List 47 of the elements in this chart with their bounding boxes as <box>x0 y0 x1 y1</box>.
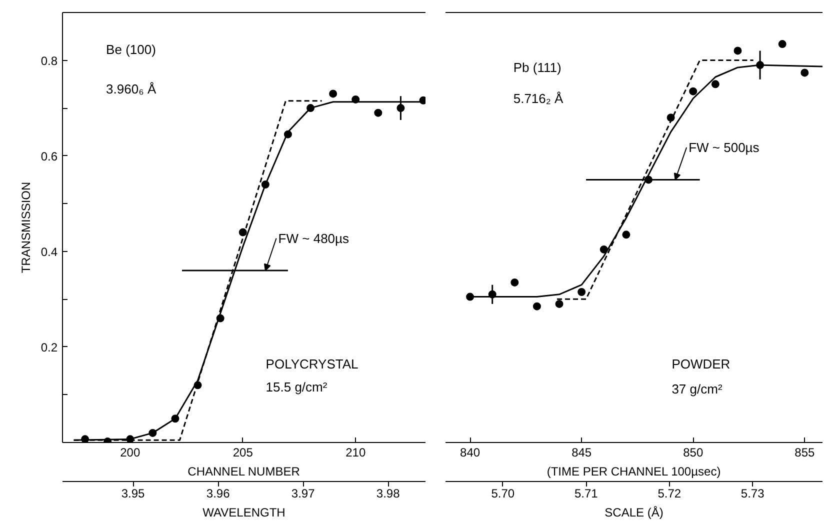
point <box>329 90 338 98</box>
point <box>689 87 698 96</box>
x-tick-label: 210 <box>346 446 366 460</box>
annotation: POLYCRYSTAL <box>266 356 358 372</box>
point <box>532 302 541 310</box>
annotation: FW ~ 480µs <box>278 230 350 246</box>
annotation: POWDER <box>672 356 730 372</box>
annotation: 15.5 g/cm² <box>266 380 328 395</box>
y-tick-label: 0.2 <box>40 340 58 354</box>
x2-axis-title: WAVELENGTH <box>202 506 286 520</box>
point <box>622 230 630 239</box>
x-axis-title: (TIME PER CHANNEL 100µsec) <box>546 464 721 478</box>
point <box>734 46 742 55</box>
x-tick-label: 855 <box>794 446 815 460</box>
x2-tick-label: 5.70 <box>491 486 515 500</box>
x-tick-label: 850 <box>683 446 704 460</box>
point <box>711 80 720 88</box>
x-axis-title: CHANNEL NUMBER <box>188 464 300 478</box>
annotation: 5.716₂ Å <box>513 91 564 106</box>
x2-tick-label: 3.98 <box>376 486 400 500</box>
x-tick-label: 840 <box>460 446 480 460</box>
point <box>600 245 608 254</box>
x2-axis-title: SCALE (Å) <box>604 506 664 520</box>
annotation: Be (100) <box>106 42 156 57</box>
x2-tick-label: 3.96 <box>206 486 230 500</box>
y-tick-label: 0.4 <box>40 244 58 259</box>
y-axis-title: TRANSMISSION <box>18 182 33 274</box>
x-tick-label: 200 <box>120 446 140 460</box>
x-tick-label: 205 <box>232 446 254 460</box>
point <box>510 278 519 286</box>
point <box>555 300 564 308</box>
x2-tick-label: 5.73 <box>740 486 765 500</box>
point <box>374 108 382 117</box>
y-tick-label: 0.6 <box>40 149 58 164</box>
annotation: 3.960₆ Å <box>106 82 156 97</box>
x2-tick-label: 3.95 <box>121 486 146 500</box>
annotation: FW ~ 500µs <box>688 140 760 155</box>
point <box>800 68 809 77</box>
annotation: 37 g/cm² <box>672 381 723 396</box>
x2-tick-label: 3.97 <box>291 486 316 500</box>
point <box>778 40 786 48</box>
x2-tick-label: 5.72 <box>658 486 682 500</box>
annotation: Pb (111) <box>513 60 562 76</box>
point <box>578 288 586 296</box>
x-tick-label: 845 <box>572 446 592 460</box>
y-tick-label: 0.8 <box>40 54 58 68</box>
x2-tick-label: 5.71 <box>574 486 598 500</box>
